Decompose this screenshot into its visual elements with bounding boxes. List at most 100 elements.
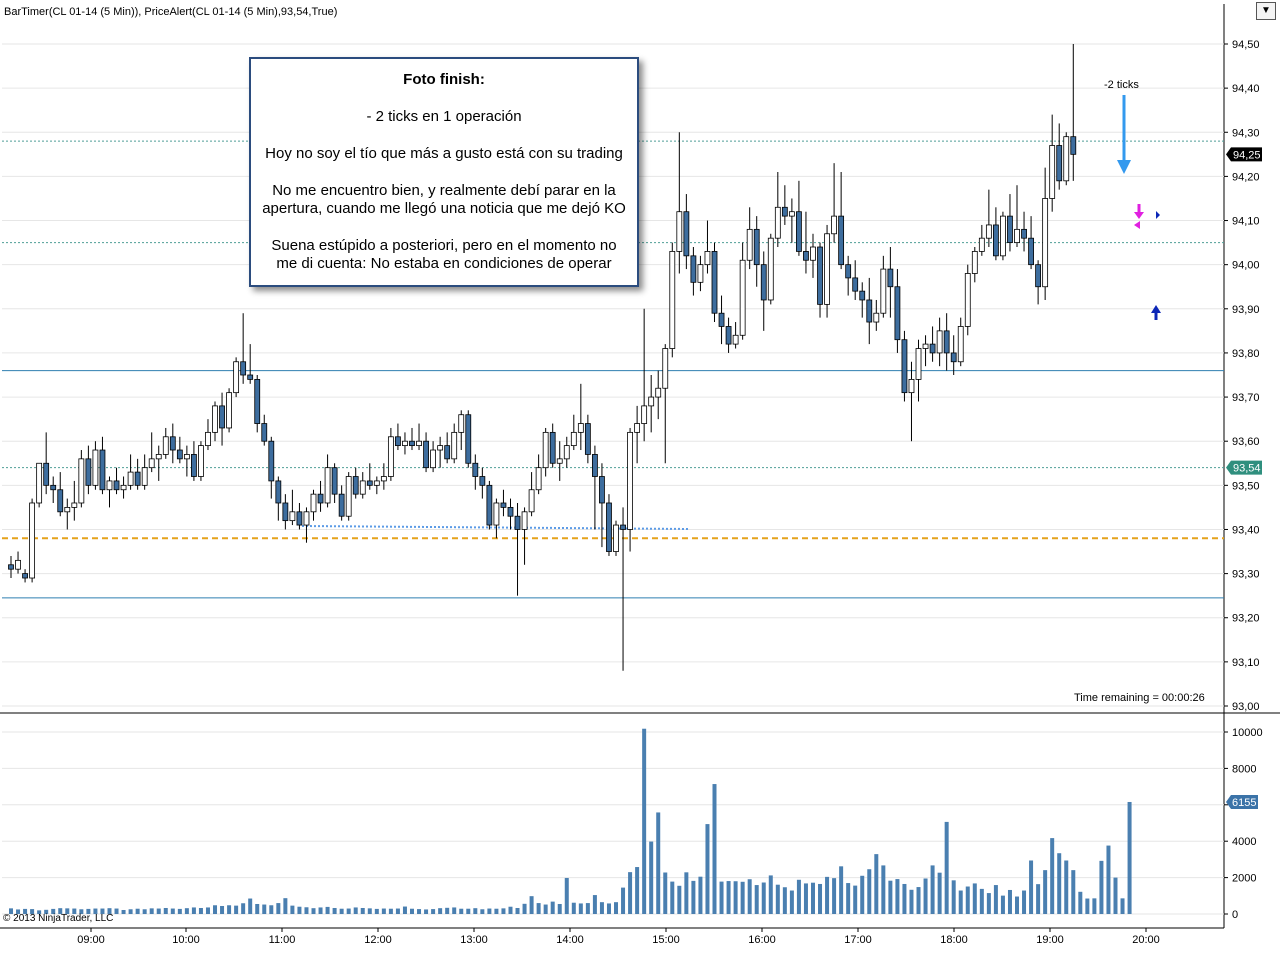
volume-bar — [895, 879, 900, 914]
candle-body — [191, 454, 197, 477]
volume-bar — [1036, 884, 1041, 914]
candle-body — [430, 449, 437, 469]
candle-body — [739, 259, 746, 336]
volume-bar — [1029, 860, 1034, 914]
volume-bar — [958, 890, 963, 914]
candle-body — [268, 440, 275, 482]
candle-body — [155, 454, 162, 460]
candle-body — [584, 423, 591, 455]
candle-body — [183, 454, 190, 460]
volume-bar — [353, 907, 358, 914]
volume-bar — [726, 881, 731, 914]
candle-body — [359, 480, 366, 495]
candle-body — [380, 476, 387, 482]
time-tick-label: 12:00 — [364, 934, 392, 946]
candle-body — [725, 326, 732, 345]
volume-bar — [100, 908, 105, 914]
volume-bar — [438, 908, 443, 914]
down-arrow-head — [1117, 160, 1131, 174]
candle-body — [479, 476, 486, 486]
candle-body — [535, 467, 542, 491]
candle-body — [8, 564, 14, 570]
volume-bar — [986, 893, 991, 914]
candle-body — [676, 211, 683, 252]
volume-bar — [346, 908, 351, 914]
candle-body — [796, 211, 802, 252]
candle-body — [106, 480, 113, 491]
candle-body — [767, 237, 774, 301]
candle-body — [950, 352, 957, 363]
candle-body — [662, 348, 669, 389]
volume-bar — [227, 905, 232, 914]
note-paragraph: No me encuentro bien, y realmente debí p… — [262, 182, 626, 217]
candle-body — [577, 423, 584, 433]
candle-body — [338, 493, 345, 517]
candle-body — [212, 405, 218, 433]
volume-bar — [881, 865, 886, 914]
candle-body — [169, 436, 176, 451]
volume-bar — [1078, 891, 1083, 914]
candle-body — [887, 268, 894, 288]
candle-body — [964, 273, 971, 327]
candle-body — [1007, 215, 1013, 243]
volume-bar — [44, 909, 49, 914]
volume-bar — [170, 908, 175, 914]
volume-bar — [360, 907, 365, 914]
candle-body — [507, 506, 514, 517]
volume-bar — [599, 902, 604, 914]
volume-bar — [606, 903, 611, 914]
candle-body — [127, 471, 134, 486]
volume-bar — [79, 909, 84, 914]
candle-body — [936, 330, 943, 354]
volume-bar — [480, 909, 485, 914]
volume-bar — [656, 812, 661, 914]
volume-bar — [1071, 870, 1076, 914]
volume-bar — [318, 907, 323, 914]
volume-bar — [417, 909, 422, 914]
candle-body — [409, 440, 415, 447]
candle-body — [64, 506, 71, 513]
volume-bar — [888, 880, 893, 914]
volume-bar — [761, 882, 766, 914]
time-tick-label: 20:00 — [1132, 934, 1160, 946]
volume-bar — [1022, 890, 1027, 914]
volume-bar — [142, 909, 147, 914]
candle-body — [451, 431, 458, 460]
volume-bar — [248, 898, 253, 914]
candle-body — [43, 462, 50, 486]
volume-bar — [508, 906, 513, 914]
volume-bar — [466, 908, 471, 914]
candle-body — [957, 326, 964, 363]
candle-body — [943, 330, 950, 354]
volume-bar — [522, 903, 527, 914]
candle-body — [831, 215, 837, 235]
volume-bar — [909, 889, 914, 914]
note-paragraph: - 2 ticks en 1 operación — [366, 108, 522, 125]
candle-body — [254, 379, 261, 424]
volume-bar — [993, 885, 998, 914]
volume-bar — [16, 909, 21, 914]
volume-bar — [241, 903, 246, 914]
candle-body — [282, 502, 289, 522]
candle-body — [296, 511, 303, 526]
candle-body — [1000, 215, 1006, 257]
candle-body — [606, 502, 612, 552]
candle-body — [824, 233, 830, 305]
candle-body — [971, 251, 978, 274]
candle-body — [915, 348, 922, 380]
candle-body — [514, 515, 521, 530]
volume-bar — [923, 878, 928, 914]
volume-bar — [276, 903, 281, 914]
candle-body — [78, 458, 85, 504]
time-remaining: Time remaining = 00:00:26 — [1074, 692, 1205, 704]
candle-body — [570, 431, 577, 447]
candle-body — [366, 480, 373, 486]
candle-body — [922, 343, 929, 349]
candle-body — [613, 524, 619, 552]
volume-bar — [156, 908, 161, 914]
volume-bar — [818, 883, 823, 914]
note-paragraph: Hoy no soy el tío que más a gusto está c… — [265, 145, 623, 162]
volume-bar — [663, 872, 668, 914]
time-tick-label: 17:00 — [844, 934, 872, 946]
panel-dropdown-button[interactable]: ▼ — [1256, 2, 1276, 20]
